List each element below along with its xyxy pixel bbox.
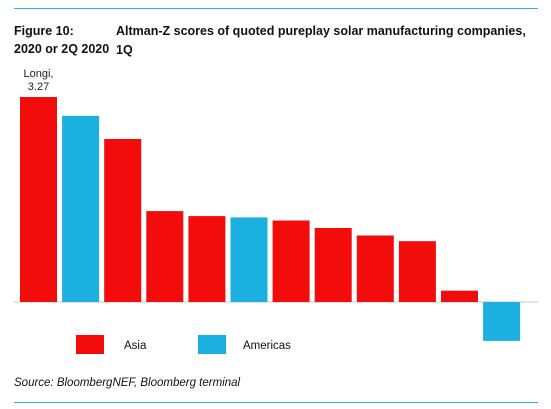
bar-2 (62, 115, 100, 302)
legend-swatch-asia (76, 335, 104, 354)
bar-9 (356, 235, 394, 302)
bar-4 (146, 211, 184, 302)
bar-3 (104, 139, 142, 302)
legend-label-americas: Americas (243, 340, 291, 352)
bar-1 (20, 97, 57, 302)
bar-6 (230, 217, 268, 302)
legend-label-asia: Asia (124, 340, 147, 352)
figure-number: Figure 10: (14, 24, 74, 38)
bar-12 (483, 302, 521, 341)
annotation-value: 3.27 (28, 81, 49, 93)
figure-title: Altman-Z scores of quoted pureplay solar… (116, 24, 526, 57)
top-rule (14, 8, 538, 9)
annotation-name: Longi, (24, 68, 54, 80)
bottom-rule (14, 402, 538, 403)
figure-title-continued: 2020 or 2Q 2020 (14, 42, 110, 56)
bar-5 (188, 216, 226, 302)
legend-swatch-americas (198, 335, 226, 354)
bar-7 (272, 220, 310, 302)
bar-8 (314, 228, 352, 302)
source-note: Source: BloombergNEF, Bloomberg terminal (14, 377, 241, 389)
bar-11 (441, 290, 478, 302)
bar-10 (398, 241, 436, 302)
